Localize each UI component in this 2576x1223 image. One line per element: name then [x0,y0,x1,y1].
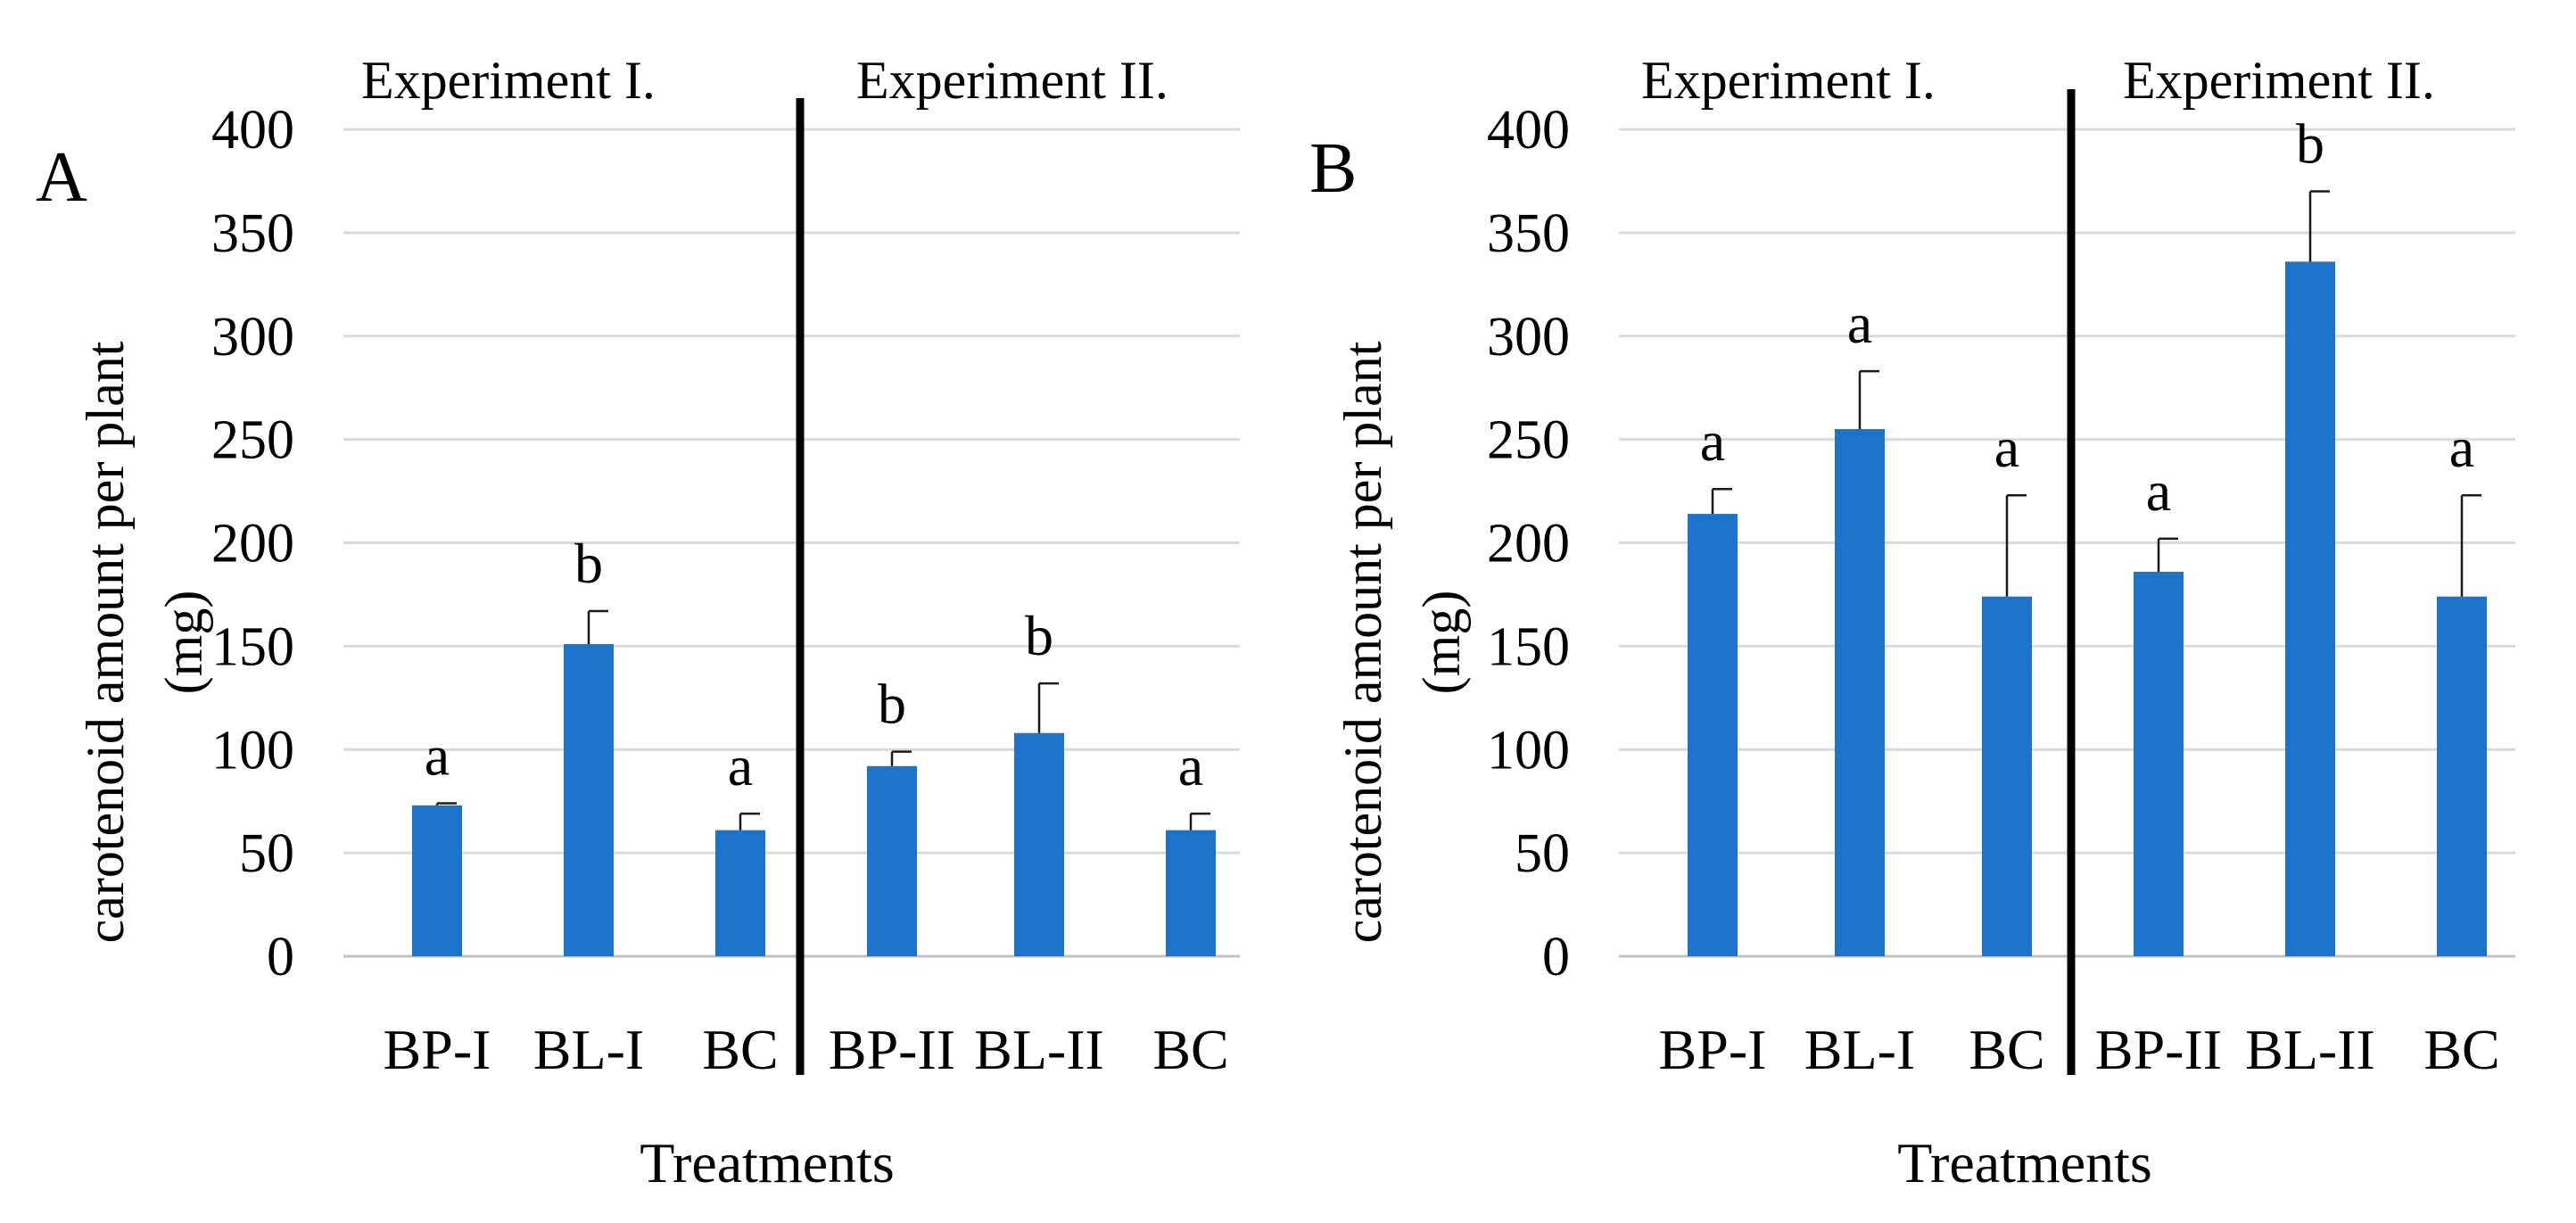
error-bar-4 [1037,682,1059,733]
significance-letter-3: a [2146,459,2171,523]
bar-bp-ii-3 [867,765,917,956]
group-label-experiment-2: Experiment II. [2123,51,2435,110]
x-tick-bc-5: BC [2423,1018,2499,1081]
bar-bl-i-1 [564,644,614,956]
error-bar-3 [2157,537,2178,572]
significance-letter-1: b [574,532,603,595]
error-bar-2 [739,812,760,830]
group-label-experiment-1: Experiment I. [1641,51,1936,110]
x-tick-bl-ii-4: BL-II [2245,1018,2375,1081]
x-tick-bl-i-1: BL-I [533,1018,644,1081]
y-tick-0: 0 [267,927,294,987]
group-label-experiment-1: Experiment I. [361,51,656,110]
x-tick-bc-2: BC [702,1018,778,1081]
y-axis-label-line1: carotenoid amount per plant [1333,341,1392,943]
bar-bl-i-1 [1835,429,1885,957]
error-bar-0 [435,802,457,806]
y-tick-150: 150 [211,616,294,677]
x-tick-labels: BP-I BL-I BC BP-II BL-II BC [384,1018,1229,1081]
error-bars [1711,190,2481,597]
significance-letter-0: a [1700,409,1725,473]
x-axis-label: Treatments [1897,1131,2152,1194]
bar-bp-ii-3 [2134,571,2184,956]
significance-letter-4: b [2296,112,2324,176]
x-tick-bc-5: BC [1152,1018,1228,1081]
bar-bl-ii-4 [1014,732,1064,956]
bar-bc-5 [2437,596,2487,956]
significance-letter-4: b [1025,604,1053,667]
y-tick-300: 300 [211,307,294,368]
significance-letters: a a a a b a [1700,112,2474,523]
y-axis-label: carotenoid amount per plant (mg) [1333,341,1471,943]
error-bar-0 [1711,487,1732,515]
x-tick-bp-ii-3: BP-II [2095,1018,2222,1081]
x-tick-bl-i-1: BL-I [1804,1018,1915,1081]
error-bar-2 [2005,493,2027,597]
significance-letter-1: a [1847,292,1872,355]
error-bar-1 [1858,369,1879,430]
significance-letters: a b a b b a [425,532,1203,797]
significance-letter-3: b [878,673,906,736]
y-tick-100: 100 [211,720,294,781]
y-tick-300: 300 [1487,307,1570,368]
y-tick-0: 0 [1542,927,1570,987]
error-bar-3 [890,750,912,766]
error-bar-5 [2460,493,2481,597]
y-tick-labels: 0 50 100 150 200 250 300 350 400 [1487,100,1570,987]
y-tick-150: 150 [1487,616,1570,677]
y-axis-label-line1: carotenoid amount per plant [76,341,135,943]
bar-bc-2 [715,830,765,956]
bar-bc-2 [1982,596,2032,956]
bar-bp-i-0 [1688,514,1738,956]
x-axis-label: Treatments [640,1131,895,1194]
y-tick-50: 50 [239,823,294,884]
x-tick-bp-ii-3: BP-II [829,1018,955,1081]
x-tick-bl-ii-4: BL-II [974,1018,1104,1081]
x-tick-bp-i-0: BP-I [1659,1018,1767,1081]
y-tick-100: 100 [1487,720,1570,781]
error-bars [435,609,1210,830]
significance-letter-5: a [1178,734,1203,797]
bars [412,644,1216,956]
bar-bc-5 [1166,830,1216,956]
bars [1688,261,2487,957]
y-tick-350: 350 [211,203,294,264]
bar-bl-ii-4 [2285,261,2335,956]
y-tick-200: 200 [211,514,294,574]
y-tick-labels: 0 50 100 150 200 250 300 350 400 [211,100,294,987]
error-bar-5 [1189,812,1210,830]
x-tick-bc-2: BC [1969,1018,2044,1081]
group-label-experiment-2: Experiment II. [856,51,1168,110]
panel-a: A carotenoid amount per plant (mg) Treat… [36,51,1240,1194]
y-tick-400: 400 [211,100,294,161]
y-tick-400: 400 [1487,100,1570,161]
y-axis-label-line2: (mg) [154,591,213,695]
significance-letter-2: a [728,734,753,797]
y-tick-250: 250 [1487,410,1570,471]
gridlines [343,128,1240,958]
error-bar-1 [587,609,608,645]
y-tick-250: 250 [211,410,294,471]
y-axis-label: carotenoid amount per plant (mg) [76,341,213,943]
bar-bp-i-0 [412,805,462,956]
y-axis-label-line2: (mg) [1412,591,1471,695]
significance-letter-2: a [1994,416,2019,479]
x-tick-labels: BP-I BL-I BC BP-II BL-II BC [1659,1018,2500,1081]
significance-letter-5: a [2449,416,2474,479]
x-tick-bp-i-0: BP-I [384,1018,491,1081]
y-tick-200: 200 [1487,514,1570,574]
y-tick-350: 350 [1487,203,1570,264]
y-tick-50: 50 [1515,823,1570,884]
panel-label: B [1309,129,1357,208]
panel-b: B carotenoid amount per plant (mg) Treat… [1309,51,2515,1194]
panel-label: A [36,138,87,217]
significance-letter-0: a [425,724,450,788]
error-bar-4 [2308,190,2330,262]
